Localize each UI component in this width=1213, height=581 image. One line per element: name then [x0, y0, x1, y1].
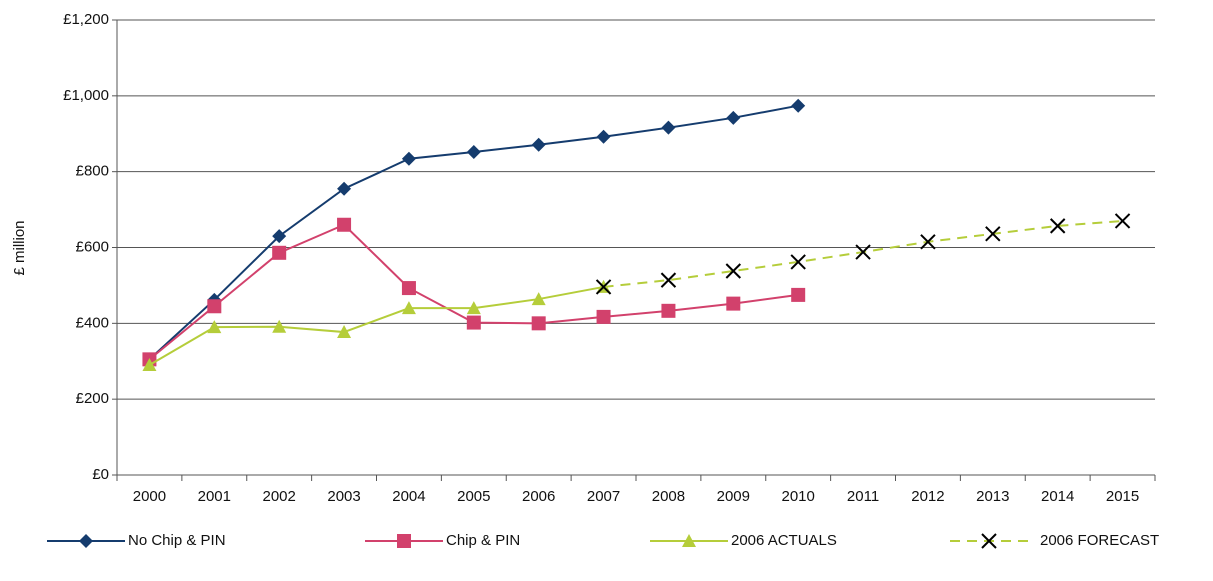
marker — [207, 320, 222, 334]
marker — [466, 301, 481, 315]
marker — [531, 316, 546, 331]
series-line — [148, 285, 604, 366]
x-tick-label: 2013 — [976, 488, 1009, 505]
marker — [660, 272, 677, 288]
marker — [531, 292, 546, 306]
legend-marker — [397, 534, 411, 548]
x-tick-label: 2000 — [133, 488, 166, 505]
marker — [531, 137, 546, 152]
x-tick-label: 2003 — [327, 488, 360, 505]
marker — [272, 245, 287, 260]
y-tick-label: £1,000 — [63, 87, 109, 104]
marker — [726, 296, 741, 311]
x-tick-label: 2005 — [457, 488, 490, 505]
x-tick-label: 2009 — [717, 488, 750, 505]
x-tick-label: 2001 — [198, 488, 231, 505]
x-tick-label: 2004 — [392, 488, 425, 505]
marker — [596, 129, 611, 144]
marker — [337, 181, 352, 196]
marker — [466, 144, 481, 159]
y-tick-label: £1,200 — [63, 11, 109, 28]
marker — [855, 244, 871, 260]
marker — [595, 279, 612, 295]
legend-label: No Chip & PIN — [128, 532, 226, 549]
marker — [920, 234, 936, 250]
marker — [401, 281, 416, 296]
marker — [791, 287, 806, 302]
legend-marker — [981, 533, 997, 549]
y-tick-label: £400 — [76, 314, 109, 331]
series-line — [148, 223, 799, 361]
x-tick-label: 2002 — [263, 488, 296, 505]
marker — [661, 303, 676, 318]
marker — [596, 309, 611, 324]
marker — [726, 110, 741, 125]
y-tick-label: £0 — [92, 466, 109, 483]
x-tick-label: 2012 — [911, 488, 944, 505]
x-tick-label: 2014 — [1041, 488, 1074, 505]
y-tick-label: £200 — [76, 390, 109, 407]
legend-marker — [682, 534, 696, 547]
y-tick-label: £800 — [76, 163, 109, 180]
marker — [337, 325, 352, 339]
x-tick-label: 2011 — [847, 488, 879, 505]
marker — [207, 299, 222, 314]
marker — [661, 120, 676, 135]
marker — [725, 263, 742, 279]
marker — [272, 229, 287, 244]
x-tick-label: 2007 — [587, 488, 620, 505]
x-tick-label: 2008 — [652, 488, 685, 505]
marker — [466, 315, 481, 330]
legend-label: 2006 ACTUALS — [731, 532, 837, 549]
marker — [142, 358, 157, 372]
legend-marker — [79, 534, 93, 548]
marker — [790, 254, 806, 270]
marker — [337, 217, 352, 232]
y-axis-label: £ million — [11, 220, 28, 275]
y-tick-label: £600 — [76, 238, 109, 255]
series-line — [603, 219, 1123, 288]
x-tick-label: 2010 — [782, 488, 815, 505]
marker — [1114, 213, 1131, 229]
x-tick-label: 2015 — [1106, 488, 1139, 505]
marker — [791, 98, 806, 113]
legend-label: 2006 FORECAST — [1040, 532, 1159, 549]
marker — [272, 319, 287, 333]
legend-label: Chip & PIN — [446, 532, 520, 549]
marker — [1049, 218, 1066, 234]
x-tick-label: 2006 — [522, 488, 555, 505]
marker — [401, 151, 416, 166]
marker — [985, 226, 1001, 242]
marker — [401, 301, 416, 315]
